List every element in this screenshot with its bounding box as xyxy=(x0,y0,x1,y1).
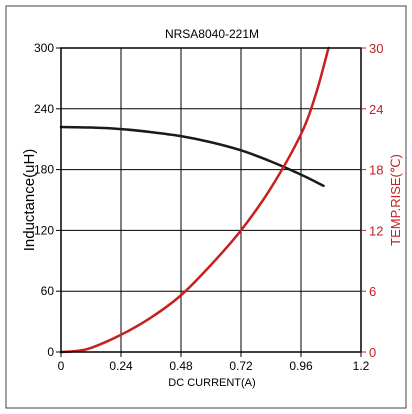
y-axis-left-label: Inductance(uH) xyxy=(21,149,38,252)
y-right-tick-label: 30 xyxy=(369,41,383,56)
y-left-tick-label: 300 xyxy=(34,41,54,55)
x-tick-label: 0.72 xyxy=(229,359,253,373)
y-left-tick-label: 180 xyxy=(34,163,54,177)
y-right-tick-label: 24 xyxy=(369,102,383,117)
y-right-tick-label: 12 xyxy=(369,223,383,238)
plot-frame xyxy=(60,47,362,353)
y-axis-right-label: TEMP.RISE(℃) xyxy=(388,154,403,246)
y-right-tick-label: 0 xyxy=(369,345,376,360)
y-right-tick-label: 6 xyxy=(369,284,376,299)
y-left-tick-label: 60 xyxy=(41,284,55,298)
inductance-series-line xyxy=(59,125,325,188)
x-tick-label: 0.24 xyxy=(109,359,133,373)
x-tick-label: 0.48 xyxy=(169,359,193,373)
temp-rise-series-line xyxy=(59,46,330,354)
tick-labels: 0 0.24 0.48 0.72 0.96 1.206012018024030006121… xyxy=(34,41,384,373)
y-left-tick-label: 0 xyxy=(47,345,54,359)
y-right-tick-label: 18 xyxy=(369,163,383,178)
y-left-tick-label: 240 xyxy=(34,102,54,116)
chart-border xyxy=(5,5,407,409)
x-tick-label: 0.96 xyxy=(289,359,313,373)
y-left-tick-label: 120 xyxy=(34,223,54,237)
x-tick-label: 1.2 xyxy=(353,359,370,373)
grid xyxy=(61,48,361,352)
chart-title: NRSA8040-221M xyxy=(165,27,259,41)
x-tick-label: 0 xyxy=(58,359,65,373)
x-axis-label: DC CURRENT(A) xyxy=(168,377,255,389)
series-group xyxy=(59,46,330,354)
